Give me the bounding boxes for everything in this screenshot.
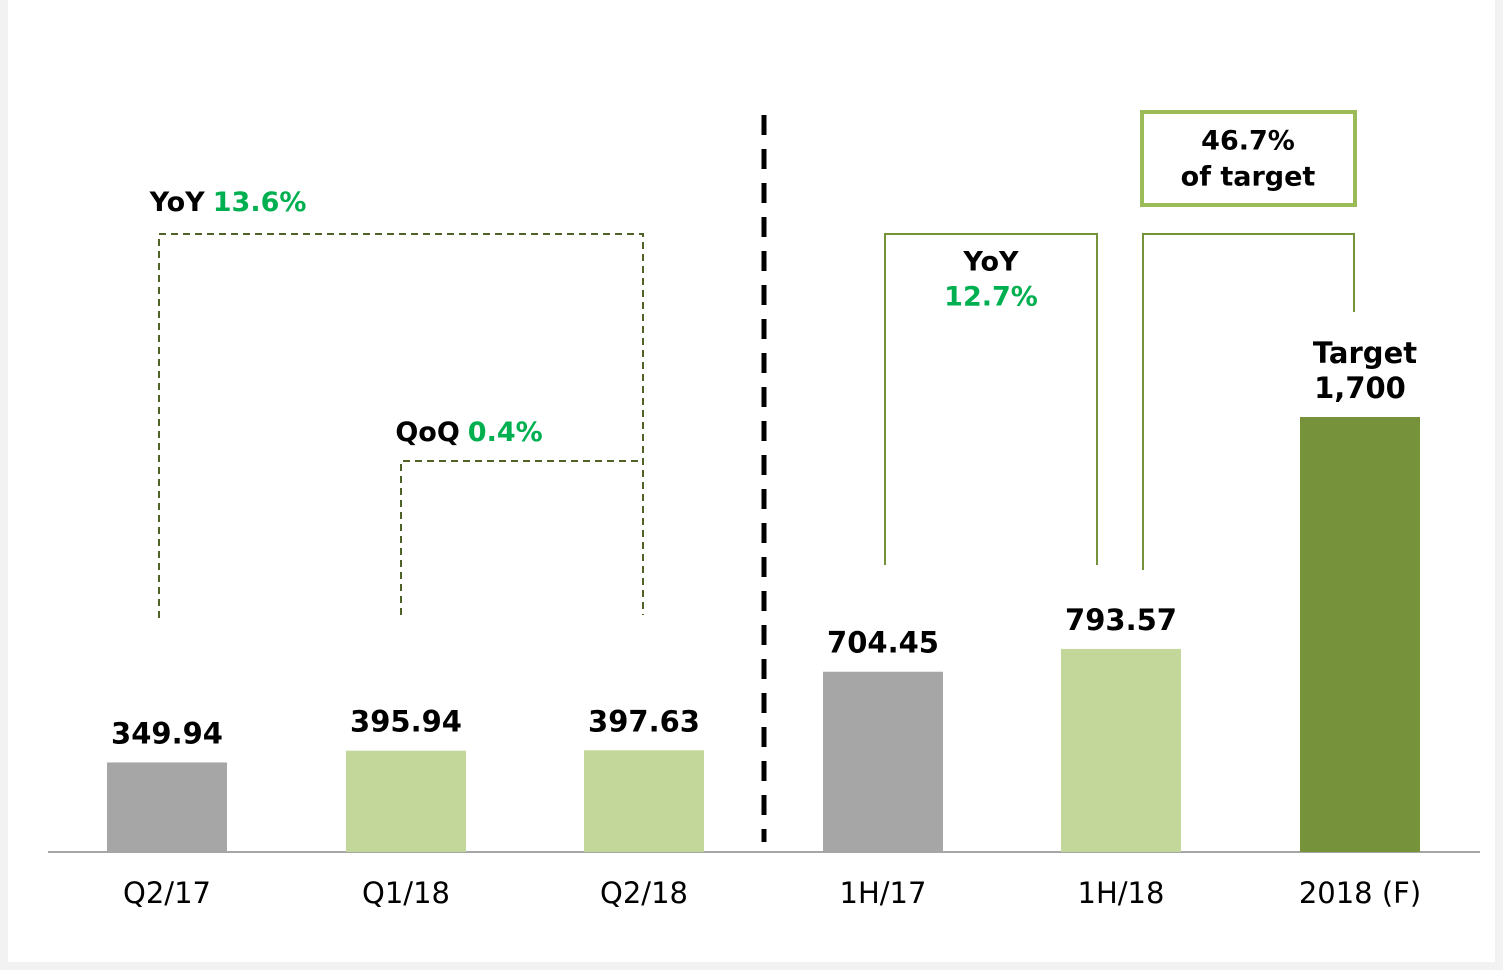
- value-label: 704.45: [827, 626, 939, 660]
- x-tick-label: Q2/17: [123, 876, 211, 910]
- bracket: [884, 233, 1098, 565]
- annotation: QoQ 0.4%: [395, 417, 542, 448]
- target-box-text: of target: [1181, 162, 1316, 193]
- bar: [823, 671, 943, 852]
- value-label: 1,700: [1314, 371, 1406, 405]
- x-tick-label: 1H/17: [840, 876, 927, 910]
- bar: [1061, 648, 1181, 852]
- x-tick-label: 1H/18: [1078, 876, 1165, 910]
- bracket: [1142, 233, 1355, 570]
- bracket: [400, 460, 643, 615]
- annotation: YoY: [962, 247, 1019, 278]
- bar: [346, 750, 466, 852]
- bar: [107, 762, 227, 852]
- value-label: 793.57: [1065, 603, 1177, 637]
- x-tick-label: Q1/18: [362, 876, 450, 910]
- target-label: Target: [1313, 336, 1417, 370]
- value-label: 395.94: [350, 705, 462, 739]
- annotation: 12.7%: [944, 282, 1038, 313]
- bar: [584, 750, 704, 852]
- target-box-text: 46.7%: [1201, 126, 1295, 157]
- annotation: YoY 13.6%: [149, 187, 307, 218]
- value-label: 349.94: [111, 716, 223, 750]
- bracket: [158, 233, 644, 618]
- bar: [1300, 417, 1420, 852]
- x-tick-label: 2018 (F): [1299, 876, 1421, 910]
- target-box: [1140, 110, 1357, 207]
- x-tick-label: Q2/18: [600, 876, 688, 910]
- value-label: 397.63: [588, 704, 700, 738]
